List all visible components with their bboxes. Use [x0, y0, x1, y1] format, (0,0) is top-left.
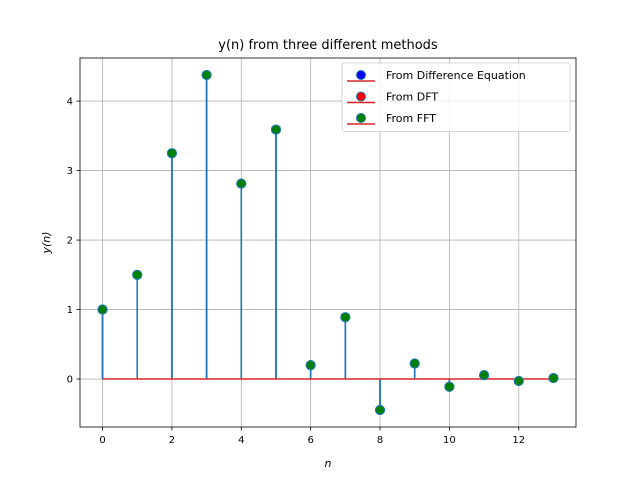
data-point-2: [375, 404, 386, 415]
legend-entry-label: From Difference Equation: [386, 69, 526, 82]
data-point-2: [548, 373, 559, 384]
y-tick-label: 1: [67, 305, 73, 316]
data-point-2: [513, 375, 524, 386]
data-point-2: [236, 178, 247, 189]
legend-marker: [356, 113, 366, 123]
x-tick-label: 12: [512, 435, 525, 446]
legend-entry-label: From DFT: [386, 91, 438, 104]
data-point-2: [305, 360, 316, 371]
data-point-2: [201, 70, 212, 81]
legend-marker: [356, 70, 366, 80]
legend: From Difference Equation From DFT From FFT: [341, 62, 571, 132]
data-point-2: [97, 304, 108, 315]
plot-frame: [79, 57, 577, 428]
data-point-2: [479, 370, 490, 381]
data-point-2: [340, 312, 351, 323]
x-axis-label: n: [325, 457, 332, 470]
x-tick-label: 6: [307, 435, 313, 446]
x-tick-label: 4: [238, 435, 244, 446]
data-point-2: [132, 269, 143, 280]
data-point-2: [166, 148, 177, 159]
y-tick-label: 3: [67, 166, 73, 177]
data-point-2: [270, 124, 281, 135]
x-tick-label: 8: [377, 435, 383, 446]
chart-title: y(n) from three different methods: [218, 38, 438, 53]
data-markers: [97, 70, 559, 415]
legend-marker: [356, 91, 366, 102]
x-tick-label: 2: [169, 435, 175, 446]
y-tick-label: 2: [67, 236, 73, 247]
y-tick-label: 4: [67, 97, 73, 108]
x-tick-label: 0: [99, 435, 105, 446]
x-tick-label: 10: [443, 435, 456, 446]
legend-entry-label: From FFT: [386, 112, 436, 125]
data-point-2: [409, 358, 420, 369]
data-point-2: [444, 381, 455, 392]
y-tick-label: 0: [67, 375, 73, 386]
y-axis-label: y(n): [40, 231, 53, 254]
legend-box: [341, 62, 571, 132]
